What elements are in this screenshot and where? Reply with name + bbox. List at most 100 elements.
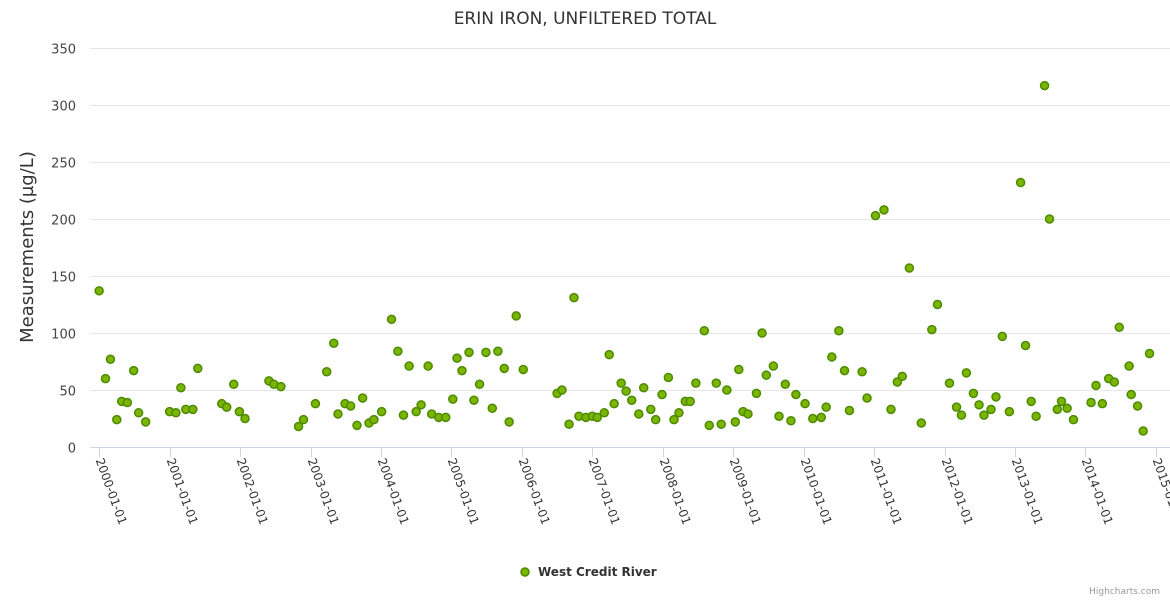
data-point[interactable] xyxy=(904,263,915,273)
data-point[interactable] xyxy=(691,378,701,388)
data-point[interactable] xyxy=(634,409,644,419)
data-point[interactable] xyxy=(133,408,144,418)
data-point[interactable] xyxy=(626,395,637,406)
data-point[interactable] xyxy=(398,410,409,420)
data-point[interactable] xyxy=(685,396,695,407)
data-point[interactable] xyxy=(504,417,514,427)
data-point[interactable] xyxy=(932,299,943,310)
data-point[interactable] xyxy=(663,372,674,383)
data-point[interactable] xyxy=(669,414,679,425)
data-point[interactable] xyxy=(780,379,791,390)
data-point[interactable] xyxy=(404,361,414,371)
data-point[interactable] xyxy=(1144,348,1155,359)
data-point[interactable] xyxy=(734,364,744,375)
data-point[interactable] xyxy=(569,292,579,303)
data-point[interactable] xyxy=(481,347,491,358)
data-point[interactable] xyxy=(997,331,1008,342)
data-point[interactable] xyxy=(1114,322,1125,333)
data-point[interactable] xyxy=(557,385,567,395)
data-point[interactable] xyxy=(699,325,710,336)
data-point[interactable] xyxy=(916,418,927,428)
data-point[interactable] xyxy=(474,379,485,390)
data-point[interactable] xyxy=(768,361,779,371)
data-point[interactable] xyxy=(599,408,610,418)
data-point[interactable] xyxy=(757,328,767,338)
data-point[interactable] xyxy=(416,400,426,410)
data-point[interactable] xyxy=(329,338,339,349)
data-point[interactable] xyxy=(650,414,661,425)
data-point[interactable] xyxy=(862,393,872,403)
data-point[interactable] xyxy=(791,389,801,400)
data-point[interactable] xyxy=(743,409,753,419)
data-point[interactable] xyxy=(345,401,356,411)
data-point[interactable] xyxy=(298,414,309,425)
data-point[interactable] xyxy=(704,420,714,431)
data-point[interactable] xyxy=(112,414,122,425)
data-point[interactable] xyxy=(1056,396,1067,407)
data-point[interactable] xyxy=(827,352,837,362)
data-point[interactable] xyxy=(1062,403,1072,413)
data-point[interactable] xyxy=(369,414,379,425)
data-point[interactable] xyxy=(730,417,741,427)
data-point[interactable] xyxy=(1044,214,1055,224)
data-point[interactable] xyxy=(839,365,850,376)
data-point[interactable] xyxy=(276,381,286,392)
data-point[interactable] xyxy=(646,404,656,415)
data-point[interactable] xyxy=(221,402,232,412)
data-point[interactable] xyxy=(592,412,602,423)
data-point[interactable] xyxy=(448,394,458,404)
data-point[interactable] xyxy=(457,365,467,376)
data-point[interactable] xyxy=(1086,397,1096,408)
data-point[interactable] xyxy=(711,378,722,388)
data-point[interactable] xyxy=(310,398,321,409)
data-point[interactable] xyxy=(393,346,403,356)
data-point[interactable] xyxy=(1138,426,1148,436)
data-point[interactable] xyxy=(1124,361,1134,371)
data-point[interactable] xyxy=(1126,389,1136,400)
data-point[interactable] xyxy=(870,210,881,221)
data-point[interactable] xyxy=(821,402,831,412)
data-point[interactable] xyxy=(105,354,116,364)
credits-link[interactable]: Highcharts.com xyxy=(1089,587,1160,597)
data-point[interactable] xyxy=(834,325,844,336)
data-point[interactable] xyxy=(564,419,574,429)
data-point[interactable] xyxy=(1132,401,1143,411)
data-point[interactable] xyxy=(100,373,111,384)
data-point[interactable] xyxy=(761,370,772,380)
data-point[interactable] xyxy=(1091,380,1101,391)
data-point[interactable] xyxy=(234,406,245,417)
legend-item-west-credit-river[interactable]: West Credit River xyxy=(520,565,657,579)
data-point[interactable] xyxy=(986,404,996,415)
data-point[interactable] xyxy=(1004,406,1015,417)
data-point[interactable] xyxy=(511,311,521,321)
data-point[interactable] xyxy=(128,365,139,376)
data-point[interactable] xyxy=(979,410,989,420)
data-point[interactable] xyxy=(816,412,827,423)
data-point[interactable] xyxy=(800,398,810,409)
data-point[interactable] xyxy=(1109,377,1120,387)
data-point[interactable] xyxy=(991,392,1001,402)
data-point[interactable] xyxy=(140,417,151,427)
data-point[interactable] xyxy=(944,378,955,388)
data-point[interactable] xyxy=(240,413,250,424)
data-point[interactable] xyxy=(1020,340,1031,351)
data-point[interactable] xyxy=(674,408,684,418)
data-point[interactable] xyxy=(1068,414,1079,425)
data-point[interactable] xyxy=(386,314,397,325)
data-point[interactable] xyxy=(722,385,732,395)
data-point[interactable] xyxy=(411,406,421,417)
data-point[interactable] xyxy=(94,286,104,296)
data-point[interactable] xyxy=(808,413,818,424)
data-point[interactable] xyxy=(751,388,762,399)
data-point[interactable] xyxy=(357,393,368,403)
data-point[interactable] xyxy=(469,395,479,406)
data-point[interactable] xyxy=(1097,398,1108,409)
data-point[interactable] xyxy=(956,410,967,420)
data-point[interactable] xyxy=(609,398,619,409)
data-point[interactable] xyxy=(228,379,239,390)
data-point[interactable] xyxy=(423,361,433,371)
data-point[interactable] xyxy=(1015,177,1026,188)
data-point[interactable] xyxy=(616,378,626,388)
data-point[interactable] xyxy=(176,382,186,393)
data-point[interactable] xyxy=(927,324,937,335)
